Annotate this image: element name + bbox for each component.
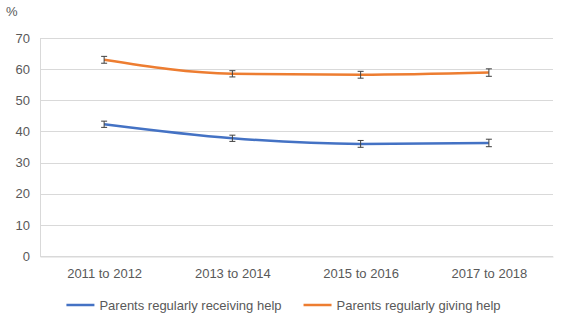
y-tick: 10 <box>16 218 40 233</box>
error-bar <box>358 140 364 147</box>
grid-line <box>40 256 553 257</box>
x-tick: 2013 to 2014 <box>195 257 271 281</box>
series-line <box>104 124 489 144</box>
legend-item: Parents regularly receiving help <box>66 298 281 313</box>
grid-line <box>40 225 553 226</box>
y-tick: 70 <box>16 31 40 46</box>
grid-line <box>40 100 553 101</box>
grid-line <box>40 69 553 70</box>
legend-item: Parents regularly giving help <box>304 298 501 313</box>
y-tick-label: 50 <box>16 93 30 108</box>
y-axis-line <box>40 39 41 257</box>
grid-line <box>40 163 553 164</box>
error-bar <box>101 121 107 127</box>
x-axis-line <box>41 257 554 258</box>
legend-swatch <box>304 304 332 307</box>
series-line <box>104 60 489 75</box>
x-tick: 2017 to 2018 <box>451 257 527 281</box>
y-tick-label: 60 <box>16 62 30 77</box>
legend-label: Parents regularly giving help <box>337 298 501 313</box>
legend: Parents regularly receiving help Parents … <box>66 298 500 313</box>
grid-line <box>40 38 553 39</box>
y-tick: 40 <box>16 124 40 139</box>
y-tick: 30 <box>16 155 40 170</box>
error-bar <box>229 71 235 77</box>
legend-swatch <box>66 304 94 307</box>
y-tick-label: 40 <box>16 124 30 139</box>
x-tick: 2015 to 2016 <box>323 257 399 281</box>
y-tick-label: 10 <box>16 218 30 233</box>
error-bar <box>486 69 492 76</box>
error-bar <box>229 135 235 141</box>
x-tick: 2011 to 2012 <box>67 257 142 281</box>
x-axis: 2011 to 2012 2013 to 2014 2015 to 2016 2017… <box>41 257 554 281</box>
x-tick-label: 2017 to 2018 <box>451 266 527 281</box>
y-tick: 60 <box>16 62 40 77</box>
x-tick-label: 2015 to 2016 <box>323 266 399 281</box>
error-bar <box>486 139 492 146</box>
error-bar <box>358 71 364 78</box>
y-tick: 0 <box>23 249 40 264</box>
error-bar <box>101 56 107 63</box>
y-tick-label: 30 <box>16 155 30 170</box>
plot-area <box>101 56 492 147</box>
y-tick-label: 0 <box>23 249 30 264</box>
grid-line <box>40 194 553 195</box>
x-tick-label: 2013 to 2014 <box>195 266 271 281</box>
legend-label: Parents regularly receiving help <box>99 298 281 313</box>
x-tick-label: 2011 to 2012 <box>67 266 142 281</box>
y-tick-label: 20 <box>16 186 30 201</box>
error-bars <box>101 121 492 147</box>
y-tick: 50 <box>16 93 40 108</box>
chart: 0102030405060702011 to 20122013 to 20142… <box>0 0 567 327</box>
y-axis-title: % <box>6 4 18 19</box>
grid-line <box>40 131 553 132</box>
error-bars <box>101 56 492 78</box>
y-axis: 0 10 20 30 40 50 60 70 <box>16 31 41 264</box>
y-tick-label: 70 <box>16 31 30 46</box>
y-tick: 20 <box>16 186 40 201</box>
grid <box>40 39 553 257</box>
